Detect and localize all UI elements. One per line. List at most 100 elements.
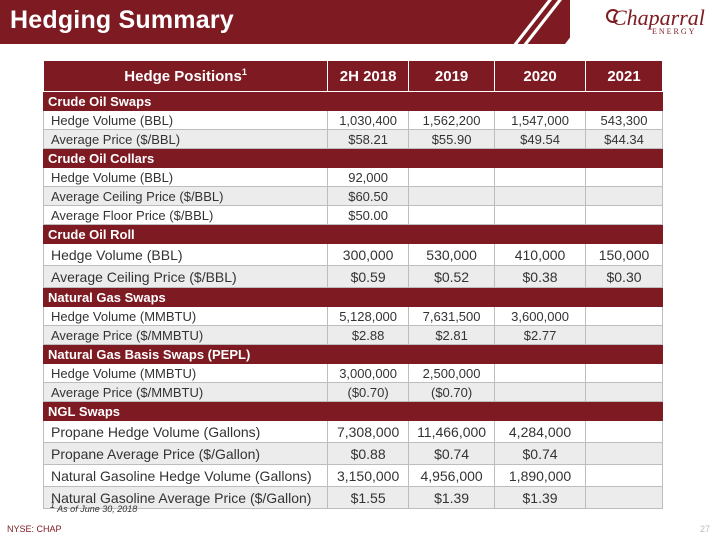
cell-value: $2.88 (327, 325, 410, 345)
logo-sub: ENERGY (652, 27, 697, 36)
cell-value (494, 186, 587, 206)
section-header-row: Natural Gas Swaps (43, 287, 663, 307)
table-row: Propane Hedge Volume (Gallons) 7,308,000 1… (42, 420, 663, 443)
cell-value: $55.90 (408, 129, 496, 149)
section-header-row: Crude Oil Roll (43, 224, 663, 244)
table-row: Hedge Volume (BBL) 92,000 (42, 167, 663, 187)
cell-value (585, 306, 663, 326)
section-title: Natural Gas Basis Swaps (PEPL) (43, 344, 663, 364)
cell-value: 1,890,000 (494, 464, 587, 487)
section-title: NGL Swaps (43, 401, 663, 421)
cell-value: $1.55 (327, 486, 410, 509)
cell-value: 11,466,000 (408, 420, 496, 443)
row-label: Natural Gasoline Average Price ($/Gallon… (42, 486, 329, 509)
cell-value (494, 167, 587, 187)
cell-value: 4,284,000 (494, 420, 587, 443)
cell-value: $58.21 (327, 129, 410, 149)
cell-value: $50.00 (327, 205, 410, 225)
table-row: Hedge Volume (BBL) 300,000 530,000 410,000 1… (42, 243, 663, 266)
table-row: Hedge Volume (MMBTU) 5,128,000 7,631,500 3,… (42, 306, 663, 326)
cell-value (585, 325, 663, 345)
section-title: Natural Gas Swaps (43, 287, 663, 307)
title-bar: Hedging Summary Chaparral ENERGY (0, 0, 720, 44)
row-label: Hedge Volume (BBL) (42, 167, 329, 187)
cell-value: $0.88 (327, 442, 410, 465)
row-label: Propane Hedge Volume (Gallons) (42, 420, 329, 443)
hedge-table: Hedge Positions1 2H 2018 2019 2020 2021 … (42, 60, 663, 509)
row-label: Average Ceiling Price ($/BBL) (42, 265, 329, 288)
table-row: Natural Gasoline Average Price ($/Gallon… (42, 486, 663, 509)
table-header-row: Hedge Positions1 2H 2018 2019 2020 2021 (42, 60, 663, 92)
section-header-row: Natural Gas Basis Swaps (PEPL) (43, 344, 663, 364)
cell-value: $2.77 (494, 325, 587, 345)
section-header-row: NGL Swaps (43, 401, 663, 421)
table-row: Hedge Volume (MMBTU) 3,000,000 2,500,000 (42, 363, 663, 383)
column-header: 2021 (585, 60, 663, 92)
row-label: Average Price ($/MMBTU) (42, 382, 329, 402)
cell-value: 530,000 (408, 243, 496, 266)
column-header: 2020 (494, 60, 587, 92)
table-row: Average Price ($/MMBTU) ($0.70) ($0.70) (42, 382, 663, 402)
cell-value: 2,500,000 (408, 363, 496, 383)
column-header: 2H 2018 (327, 60, 410, 92)
cell-value: $0.59 (327, 265, 410, 288)
row-label: Average Ceiling Price ($/BBL) (42, 186, 329, 206)
cell-value: 7,631,500 (408, 306, 496, 326)
cell-value (585, 167, 663, 187)
cell-value: $0.74 (408, 442, 496, 465)
cell-value: 4,956,000 (408, 464, 496, 487)
cell-value: ($0.70) (408, 382, 496, 402)
company-logo: Chaparral ENERGY (606, 5, 705, 36)
cell-value: $0.74 (494, 442, 587, 465)
cell-value: 3,600,000 (494, 306, 587, 326)
cell-value: 300,000 (327, 243, 410, 266)
cell-value (585, 442, 663, 465)
page-number: 27 (699, 524, 710, 534)
logo-swoosh-icon (606, 9, 620, 23)
cell-value: $0.38 (494, 265, 587, 288)
cell-value (408, 167, 496, 187)
cell-value: $60.50 (327, 186, 410, 206)
cell-value (408, 205, 496, 225)
column-header: 2019 (408, 60, 496, 92)
ticker-symbol: NYSE: CHAP (7, 524, 62, 534)
table-row: Average Ceiling Price ($/BBL) $60.50 (42, 186, 663, 206)
cell-value: $1.39 (494, 486, 587, 509)
row-label: Hedge Volume (BBL) (42, 243, 329, 266)
cell-value (585, 363, 663, 383)
cell-value (494, 363, 587, 383)
table-row: Average Price ($/MMBTU) $2.88 $2.81 $2.77 (42, 325, 663, 345)
table-row: Propane Average Price ($/Gallon) $0.88 $0.… (42, 442, 663, 465)
table-row: Average Floor Price ($/BBL) $50.00 (42, 205, 663, 225)
cell-value: 1,562,200 (408, 110, 496, 130)
cell-value: 3,150,000 (327, 464, 410, 487)
row-label: Hedge Volume (BBL) (42, 110, 329, 130)
logo-panel (570, 0, 720, 44)
cell-value: $2.81 (408, 325, 496, 345)
cell-value (585, 486, 663, 509)
cell-value: ($0.70) (327, 382, 410, 402)
table-row: Natural Gasoline Hedge Volume (Gallons) 3… (42, 464, 663, 487)
row-label: Natural Gasoline Hedge Volume (Gallons) (42, 464, 329, 487)
cell-value (494, 382, 587, 402)
cell-value (494, 205, 587, 225)
table-row: Hedge Volume (BBL) 1,030,400 1,562,200 1,54… (42, 110, 663, 130)
row-label: Average Price ($/BBL) (42, 129, 329, 149)
cell-value (408, 186, 496, 206)
row-label: Hedge Volume (MMBTU) (42, 363, 329, 383)
section-title: Crude Oil Roll (43, 224, 663, 244)
section-header-row: Crude Oil Collars (43, 148, 663, 168)
cell-value: $0.52 (408, 265, 496, 288)
row-label: Average Floor Price ($/BBL) (42, 205, 329, 225)
cell-value: $0.30 (585, 265, 663, 288)
cell-value (585, 382, 663, 402)
footnote: 1 As of June 30, 2018 (50, 500, 138, 514)
table-row: Average Price ($/BBL) $58.21 $55.90 $49.54 $… (42, 129, 663, 149)
cell-value: 7,308,000 (327, 420, 410, 443)
section-title: Crude Oil Collars (43, 148, 663, 168)
cell-value: 1,547,000 (494, 110, 587, 130)
section-header-row: Crude Oil Swaps (43, 91, 663, 111)
cell-value (585, 205, 663, 225)
cell-value: 92,000 (327, 167, 410, 187)
column-header: Hedge Positions1 (42, 60, 329, 92)
